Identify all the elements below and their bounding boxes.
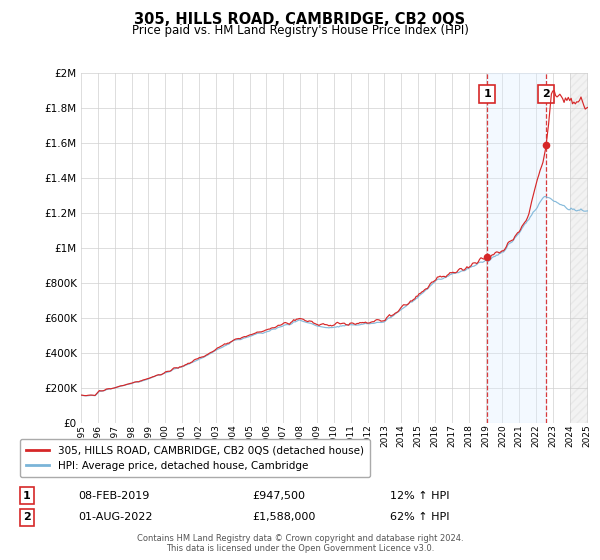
- Text: 1: 1: [23, 491, 31, 501]
- Text: 2: 2: [23, 512, 31, 522]
- Text: 01-AUG-2022: 01-AUG-2022: [78, 512, 152, 522]
- Bar: [570, 73, 588, 423]
- Text: £1,588,000: £1,588,000: [252, 512, 316, 522]
- Bar: [487, 73, 546, 423]
- Text: 08-FEB-2019: 08-FEB-2019: [78, 491, 149, 501]
- Text: 305, HILLS ROAD, CAMBRIDGE, CB2 0QS: 305, HILLS ROAD, CAMBRIDGE, CB2 0QS: [134, 12, 466, 27]
- Legend: 305, HILLS ROAD, CAMBRIDGE, CB2 0QS (detached house), HPI: Average price, detach: 305, HILLS ROAD, CAMBRIDGE, CB2 0QS (det…: [20, 439, 370, 477]
- Text: Price paid vs. HM Land Registry's House Price Index (HPI): Price paid vs. HM Land Registry's House …: [131, 24, 469, 36]
- Text: £947,500: £947,500: [252, 491, 305, 501]
- Text: Contains HM Land Registry data © Crown copyright and database right 2024.
This d: Contains HM Land Registry data © Crown c…: [137, 534, 463, 553]
- Text: 12% ↑ HPI: 12% ↑ HPI: [390, 491, 449, 501]
- Text: 2: 2: [542, 89, 550, 99]
- Text: 1: 1: [484, 89, 491, 99]
- Text: 62% ↑ HPI: 62% ↑ HPI: [390, 512, 449, 522]
